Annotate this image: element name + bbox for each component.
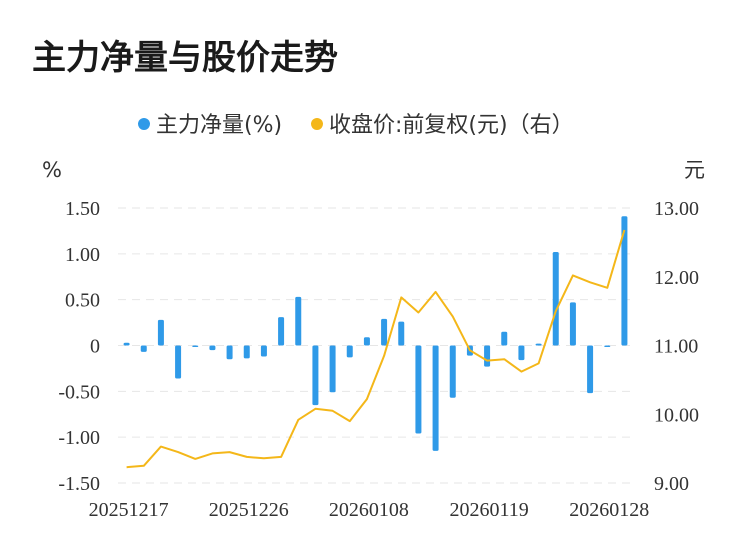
bar: [192, 345, 199, 347]
bar: [243, 345, 250, 359]
chart-title: 主力净量与股价走势: [32, 38, 338, 78]
bar: [552, 252, 559, 346]
legend: 主力净量(%) 收盘价:前复权(元)（右）: [138, 113, 574, 138]
right-tick-label: 13.00: [654, 198, 699, 220]
right-tick-label: 12.00: [654, 267, 699, 289]
bar: [604, 345, 611, 347]
x-axis-ticks: 20251217 20251226 20260108 20260119 20260128: [89, 499, 650, 521]
bar: [209, 345, 216, 351]
bar: [260, 345, 267, 357]
x-tick-label: 20251226: [209, 499, 289, 521]
right-tick-label: 10.00: [654, 404, 699, 426]
left-tick-label: -0.50: [58, 381, 100, 403]
legend-entry-line: 收盘价:前复权(元)（右）: [329, 113, 574, 138]
bar: [278, 317, 285, 346]
line-series: [126, 229, 626, 469]
right-axis-ticks: 13.00 12.00 11.00 10.00 9.00: [654, 198, 699, 495]
x-tick-label: 20251217: [89, 499, 169, 521]
bar: [501, 331, 508, 346]
bar: [226, 345, 233, 360]
left-tick-label: -1.00: [58, 427, 100, 449]
left-tick-label: 1.00: [65, 244, 100, 266]
bar: [621, 216, 628, 346]
gridlines: [118, 207, 633, 484]
bar: [329, 345, 336, 393]
left-axis-unit: %: [42, 158, 62, 182]
right-tick-label: 11.00: [654, 336, 698, 358]
bar: [312, 345, 319, 406]
bar: [415, 345, 422, 434]
left-tick-label: 0: [90, 336, 100, 358]
bar: [518, 345, 525, 361]
bar: [363, 337, 370, 346]
right-axis-unit: 元: [684, 158, 705, 182]
right-tick-label: 9.00: [654, 473, 689, 495]
bar: [346, 345, 353, 358]
legend-marker-bar: [138, 118, 150, 130]
bar: [535, 343, 542, 346]
bar: [295, 296, 302, 346]
bar: [569, 302, 576, 346]
x-tick-label: 20260108: [329, 499, 409, 521]
bar: [587, 345, 594, 394]
left-tick-label: 1.50: [65, 198, 100, 220]
left-axis-ticks: 1.50 1.00 0.50 0 -0.50 -1.00 -1.50: [58, 198, 100, 495]
bar: [157, 319, 164, 346]
bar: [432, 345, 439, 451]
bar: [381, 318, 388, 346]
bar: [484, 345, 491, 367]
price-line: [126, 229, 626, 469]
bar: [175, 345, 182, 379]
left-tick-label: 0.50: [65, 290, 100, 312]
x-tick-label: 20260119: [449, 499, 528, 521]
bar: [449, 345, 456, 398]
x-tick-label: 20260128: [569, 499, 649, 521]
bar-series: [123, 216, 628, 451]
bar: [398, 321, 405, 346]
bar: [140, 345, 147, 352]
left-tick-label: -1.50: [58, 473, 100, 495]
legend-marker-line: [311, 118, 323, 130]
bar: [123, 342, 130, 346]
legend-entry-bar: 主力净量(%): [156, 113, 282, 138]
